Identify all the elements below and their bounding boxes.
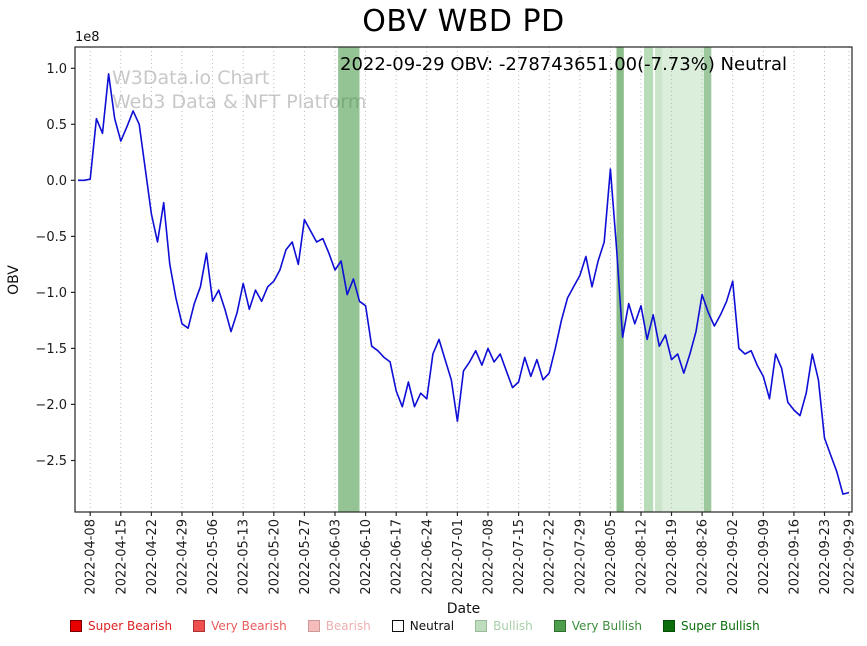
signal-band-bullish: [662, 47, 704, 512]
x-tick-label: 2022-08-19: [665, 519, 680, 595]
legend-item-bearish: Bearish: [307, 619, 371, 633]
x-tick-label: 2022-06-17: [390, 519, 405, 595]
legend-label-neutral: Neutral: [409, 619, 455, 633]
obv-line: [78, 73, 850, 495]
x-tick-label: 2022-07-08: [482, 519, 497, 595]
x-tick-label: 2022-05-13: [237, 519, 252, 595]
x-tick-label: 2022-08-05: [604, 519, 619, 595]
legend-item-neutral: Neutral: [391, 619, 455, 633]
x-tick-label: 2022-09-16: [787, 519, 802, 595]
x-tick-label: 2022-06-03: [329, 519, 344, 595]
signal-band-bullish: [644, 47, 654, 512]
x-tick-label: 2022-07-01: [451, 519, 466, 595]
legend-swatch-neutral: [391, 620, 404, 632]
x-tick-label: 2022-05-20: [267, 519, 282, 595]
x-tick-label: 2022-09-23: [818, 519, 833, 595]
x-tick-label: 2022-04-29: [176, 519, 191, 595]
signal-legend: Super Bearish Very Bearish Bearish Neutral B…: [0, 619, 867, 633]
x-tick-label: 2022-09-09: [757, 519, 772, 595]
legend-label-very-bullish: Very Bullish: [571, 619, 642, 633]
legend-swatch-very-bearish: [193, 620, 206, 632]
y-tick-label: −1.5: [35, 342, 67, 357]
x-tick-label: 2022-09-29: [843, 519, 858, 595]
x-tick-label: 2022-05-06: [206, 519, 221, 595]
x-tick-label: 2022-04-08: [84, 519, 99, 595]
x-tick-label: 2022-09-02: [726, 519, 741, 595]
x-tick-label: 2022-07-15: [512, 519, 527, 595]
signal-band-very-bullish: [616, 47, 624, 512]
x-tick-label: 2022-06-10: [359, 519, 374, 595]
signal-band-very-bullish: [704, 47, 712, 512]
legend-label-super-bearish: Super Bearish: [88, 619, 173, 633]
y-tick-label: 0.5: [46, 118, 67, 133]
latest-value-annotation: 2022-09-29 OBV: -278743651.00(-7.73%) Ne…: [340, 54, 787, 75]
signal-band-very-bullish: [338, 47, 360, 512]
y-tick-label: 0.0: [46, 174, 67, 189]
legend-swatch-super-bearish: [70, 620, 82, 632]
x-tick-label: 2022-06-24: [420, 519, 435, 595]
x-tick-label: 2022-04-15: [114, 519, 129, 595]
legend-item-very-bullish: Very Bullish: [553, 619, 642, 633]
x-tick-label: 2022-08-26: [696, 519, 711, 595]
axes-box: [74, 46, 853, 513]
x-tick-label: 2022-05-27: [298, 519, 313, 595]
signal-band-bullish: [655, 47, 663, 512]
legend-label-bullish: Bullish: [493, 619, 533, 633]
x-tick-label: 2022-04-22: [145, 519, 160, 595]
legend-item-super-bearish: Super Bearish: [70, 619, 172, 633]
legend-item-very-bearish: Very Bearish: [193, 619, 287, 633]
y-tick-label: 1.0: [46, 62, 67, 77]
legend-label-bearish: Bearish: [325, 619, 371, 633]
y-tick-label: −2.5: [35, 454, 67, 469]
y-tick-label: −1.0: [35, 286, 67, 301]
legend-label-very-bearish: Very Bearish: [211, 619, 287, 633]
legend-label-super-bullish: Super Bullish: [681, 619, 760, 633]
x-axis-title: Date: [446, 601, 481, 617]
x-tick-label: 2022-07-29: [573, 519, 588, 595]
legend-item-super-bullish: Super Bullish: [663, 619, 760, 633]
y-tick-label: −0.5: [35, 230, 67, 245]
legend-swatch-bearish: [307, 620, 320, 632]
legend-item-bullish: Bullish: [475, 619, 533, 633]
legend-swatch-super-bullish: [663, 620, 675, 632]
y-tick-label: −2.0: [35, 398, 67, 413]
chart-title: OBV WBD PD: [362, 4, 565, 39]
legend-swatch-very-bullish: [553, 620, 566, 632]
x-tick-label: 2022-08-12: [635, 519, 650, 595]
y-axis-title: OBV: [6, 265, 22, 295]
y-axis-offset-label: 1e8: [75, 30, 100, 45]
x-tick-label: 2022-07-22: [543, 519, 558, 595]
legend-swatch-bullish: [475, 620, 488, 632]
